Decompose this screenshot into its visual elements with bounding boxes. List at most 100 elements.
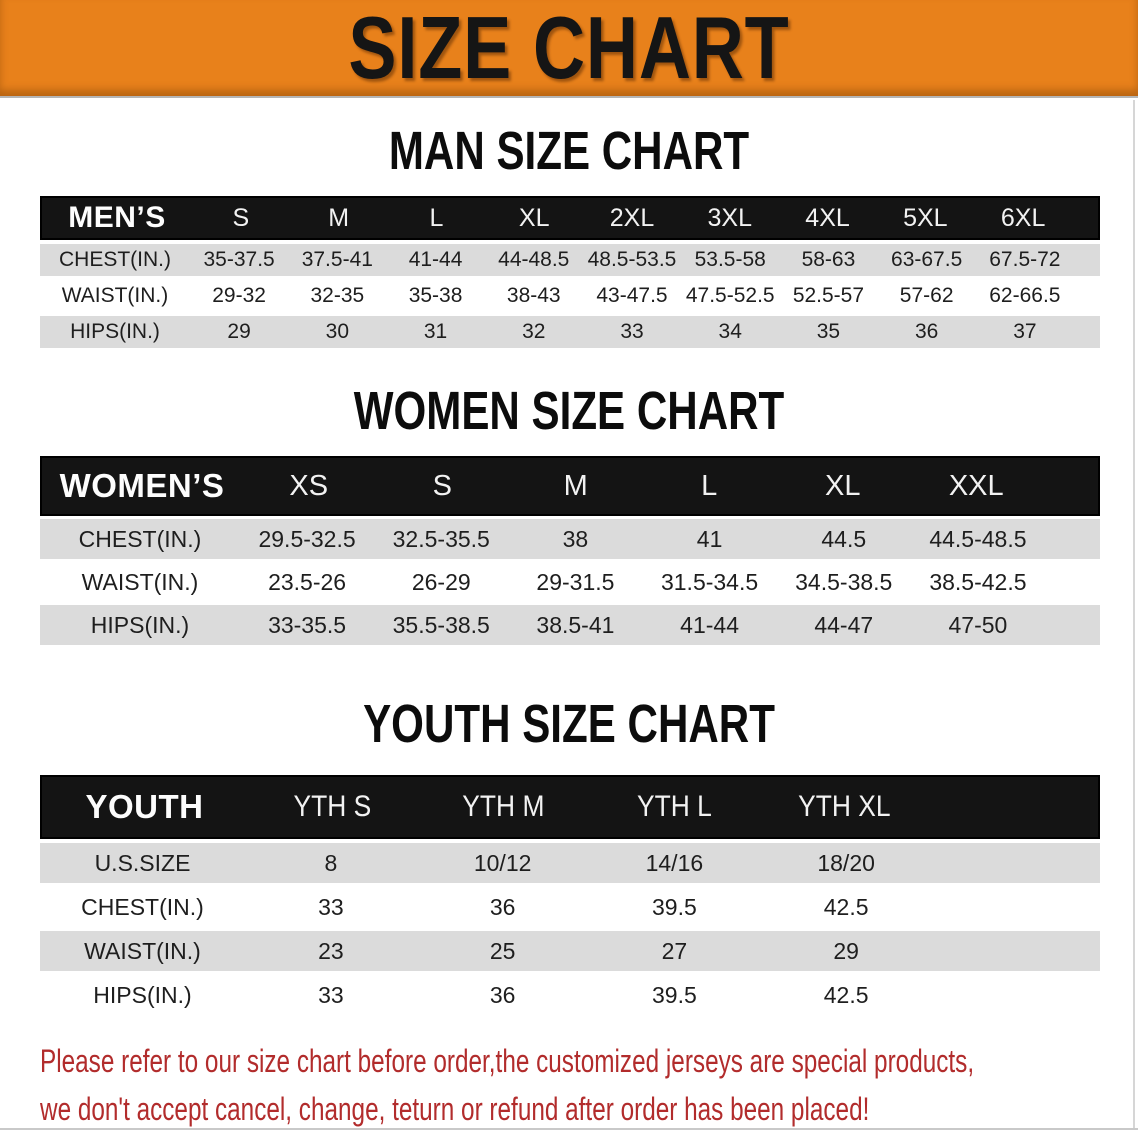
value-cell: 34.5-38.5 — [795, 568, 893, 595]
row-label-cell: WAIST(IN.) — [84, 937, 201, 964]
row-label-cell: HIPS(IN.) — [70, 320, 160, 343]
row-filler-cell — [1045, 562, 1100, 602]
size-header-cell: XL — [825, 469, 861, 502]
youth-section: YOUTH SIZE CHART YOUTH YTH S YTH M YTH L YTH… — [0, 697, 1138, 1015]
table-row: CHEST(IN.) 35-37.5 37.5-41 41-44 44-48.5 48.5… — [40, 244, 1100, 276]
row-filler-cell — [1074, 280, 1100, 312]
value-cell: 27 — [661, 937, 688, 964]
value-cell: 41-44 — [680, 611, 739, 638]
value-cell: 58-63 — [801, 248, 856, 271]
table-row: CHEST(IN.) 29.5-32.5 32.5-35.5 38 41 44.5 44.5… — [40, 519, 1100, 559]
row-filler-cell — [932, 887, 1100, 927]
size-header-cell: XL — [518, 203, 550, 232]
men-section: MAN SIZE CHART MEN’S S M L XL 2XL 3XL 4XL 5XL 6XL… — [0, 124, 1138, 348]
table-title-cell: WOMEN’S — [59, 467, 225, 504]
size-header-cell: YTH S — [293, 790, 372, 823]
row-filler-cell — [1045, 605, 1100, 645]
value-cell: 29.5-32.5 — [258, 525, 356, 552]
value-cell: 52.5-57 — [792, 284, 865, 307]
value-cell: 29 — [227, 320, 251, 343]
value-cell: 53.5-58 — [694, 248, 766, 271]
row-label-cell: CHEST(IN.) — [78, 525, 202, 552]
order-notice: Please refer to our size chart before or… — [40, 1037, 1138, 1132]
table-header-row: MEN’S S M L XL 2XL 3XL 4XL 5XL 6XL — [40, 196, 1100, 240]
value-cell: 44-47 — [814, 611, 874, 638]
value-cell: 39.5 — [651, 893, 697, 920]
value-cell: 41-44 — [408, 248, 463, 271]
value-cell: 30 — [325, 320, 349, 343]
row-filler-cell — [1045, 519, 1100, 559]
table-row: HIPS(IN.) 29 30 31 32 33 34 35 36 37 — [40, 316, 1100, 348]
men-section-heading: MAN SIZE CHART — [0, 124, 1138, 178]
banner: SIZE CHART — [0, 0, 1138, 98]
row-label-cell: CHEST(IN.) — [81, 893, 204, 920]
value-cell: 37 — [1013, 320, 1037, 343]
value-cell: 32.5-35.5 — [392, 525, 490, 552]
size-header-cell: L — [429, 203, 444, 232]
value-cell: 47.5-52.5 — [685, 284, 775, 307]
value-cell: 33-35.5 — [268, 611, 347, 638]
value-cell: 35-37.5 — [203, 248, 275, 271]
size-header-cell: 4XL — [805, 203, 850, 232]
women-section: WOMEN SIZE CHART WOMEN’S XS S M L XL XXL CHEST(… — [0, 384, 1138, 645]
row-filler-cell — [1074, 316, 1100, 348]
banner-title: SIZE CHART — [348, 0, 790, 97]
women-section-heading: WOMEN SIZE CHART — [0, 384, 1138, 438]
row-filler-cell — [932, 931, 1100, 971]
value-cell: 39.5 — [651, 981, 697, 1008]
size-header-cell: M — [328, 203, 350, 232]
table-title-cell: MEN’S — [68, 201, 166, 234]
table-row: CHEST(IN.) 33 36 39.5 42.5 — [40, 887, 1100, 927]
value-cell: 44.5-48.5 — [929, 525, 1027, 552]
size-header-cell: 5XL — [903, 203, 948, 232]
row-filler-cell — [1074, 244, 1100, 276]
table-row: HIPS(IN.) 33-35.5 35.5-38.5 38.5-41 41-44 44-… — [40, 605, 1100, 645]
table-title-cell: YOUTH — [85, 788, 204, 825]
value-cell: 38-43 — [506, 284, 561, 307]
row-label-cell: HIPS(IN.) — [93, 981, 192, 1008]
value-cell: 33 — [620, 320, 644, 343]
value-cell: 38 — [562, 525, 589, 552]
value-cell: 36 — [914, 320, 939, 343]
youth-heading-text: YOUTH SIZE CHART — [363, 694, 775, 754]
table-row: WAIST(IN.) 23.5-26 26-29 29-31.5 31.5-34.5 34… — [40, 562, 1100, 602]
size-header-cell: 2XL — [609, 203, 655, 232]
value-cell: 63-67.5 — [891, 248, 963, 271]
value-cell: 67.5-72 — [989, 248, 1061, 271]
value-cell: 33 — [318, 981, 344, 1008]
size-header-cell: 6XL — [1000, 203, 1046, 232]
value-cell: 29-32 — [212, 284, 266, 307]
notice-line-1: Please refer to our size chart before or… — [40, 1043, 975, 1079]
size-header-cell: YTH XL — [798, 790, 891, 823]
value-cell: 43-47.5 — [596, 284, 668, 307]
value-cell: 38.5-41 — [536, 611, 615, 638]
value-cell: 41 — [696, 525, 723, 552]
row-label-cell: HIPS(IN.) — [90, 611, 190, 638]
row-label-cell: CHEST(IN.) — [59, 248, 171, 271]
value-cell: 47-50 — [948, 611, 1008, 638]
size-header-cell: L — [701, 469, 718, 502]
size-header-cell: YTH M — [462, 790, 545, 823]
value-cell: 26-29 — [411, 568, 471, 595]
table-header-row: YOUTH YTH S YTH M YTH L YTH XL — [40, 775, 1100, 839]
value-cell: 42.5 — [823, 981, 869, 1008]
page-bottom-edge — [0, 1128, 1138, 1130]
notice-line-2: we don't accept cancel, change, teturn o… — [40, 1091, 870, 1127]
page-right-edge — [1133, 100, 1135, 1128]
size-header-cell: XXL — [948, 469, 1004, 502]
row-filler-cell — [932, 975, 1100, 1015]
value-cell: 33 — [318, 893, 344, 920]
size-header-cell: YTH L — [636, 790, 712, 823]
men-size-table: MEN’S S M L XL 2XL 3XL 4XL 5XL 6XL CHEST(IN.) 35-37… — [40, 196, 1100, 348]
value-cell: 31 — [423, 320, 448, 343]
value-cell: 35 — [816, 320, 841, 343]
value-cell: 36 — [489, 893, 516, 920]
value-cell: 23 — [318, 937, 344, 964]
value-cell: 8 — [324, 849, 338, 876]
header-filler-cell — [930, 777, 1098, 837]
size-header-cell: 3XL — [707, 203, 752, 232]
value-cell: 18/20 — [817, 849, 875, 876]
value-cell: 32-35 — [310, 284, 365, 307]
table-row: HIPS(IN.) 33 36 39.5 42.5 — [40, 975, 1100, 1015]
